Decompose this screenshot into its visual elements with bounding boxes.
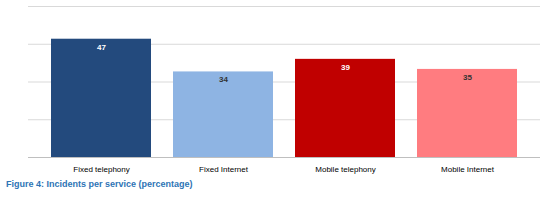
html-text:Figure 4: Incidents per servic: Figure 4: Incidents per service (percent… xyxy=(6,179,193,189)
svg-text:Mobile Internet: Mobile Internet xyxy=(441,165,495,174)
svg-text:Fixed Internet: Fixed Internet xyxy=(199,165,249,174)
svg-text:Fixed telephony: Fixed telephony xyxy=(73,165,129,174)
svg-text:47: 47 xyxy=(97,43,106,52)
svg-text:39: 39 xyxy=(341,63,350,72)
svg-text:Mobile telephony: Mobile telephony xyxy=(315,165,375,174)
svg-text:35: 35 xyxy=(463,73,472,82)
svg-text:34: 34 xyxy=(219,75,228,84)
